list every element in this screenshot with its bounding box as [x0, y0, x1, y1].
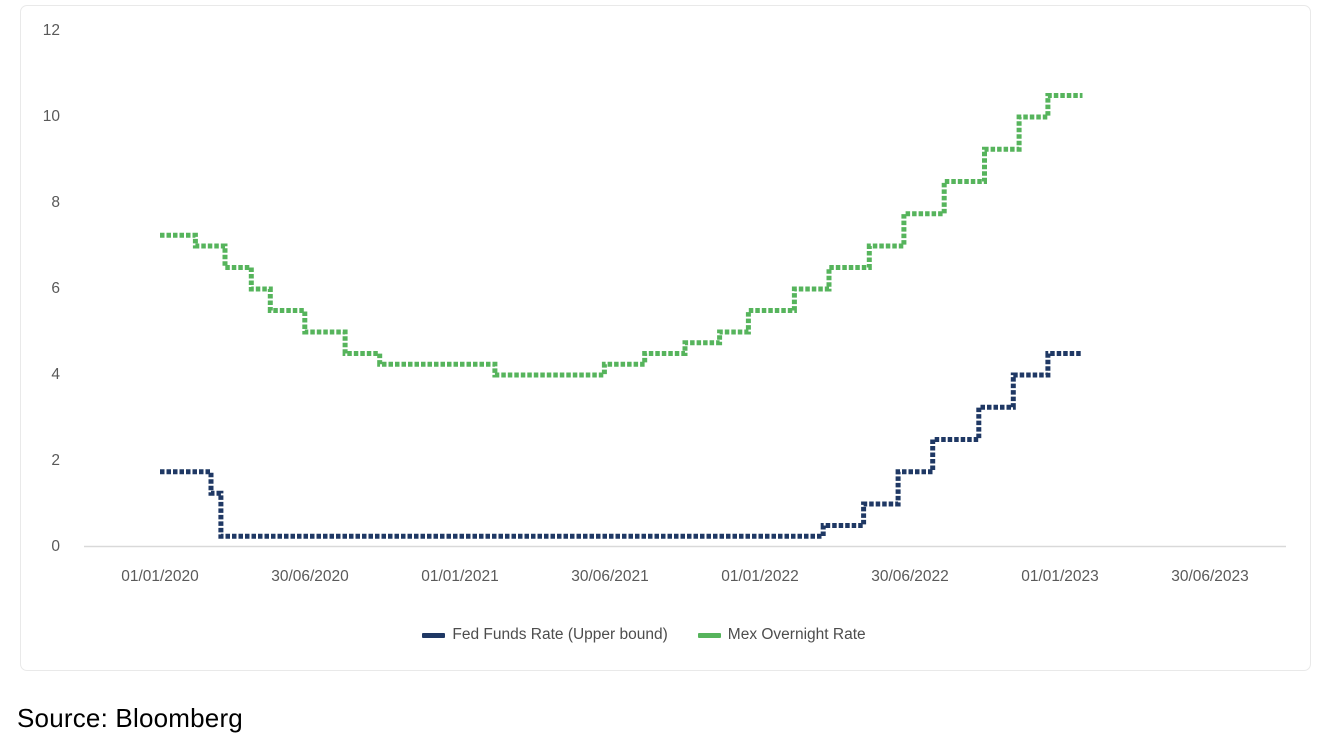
y-axis-tick-label: 2 — [51, 452, 60, 469]
legend-item-fed-funds-rate-upper-bound: Fed Funds Rate (Upper bound) — [422, 626, 668, 644]
y-axis-tick-label: 8 — [51, 194, 60, 211]
x-axis-tick-label: 30/06/2021 — [571, 568, 649, 585]
x-axis-tick-label: 01/01/2020 — [121, 568, 199, 585]
x-axis-tick-label: 01/01/2023 — [1021, 568, 1099, 585]
y-axis-tick-label: 12 — [42, 22, 60, 39]
x-axis-tick-label: 01/01/2021 — [421, 568, 499, 585]
x-axis-tick-label: 30/06/2022 — [871, 568, 949, 585]
source-note: Source: Bloomberg — [17, 703, 243, 733]
x-axis-tick-label: 30/06/2023 — [1171, 568, 1249, 585]
legend-line-marker — [422, 632, 446, 638]
legend-item-mex-overnight-rate: Mex Overnight Rate — [697, 626, 866, 644]
fed-funds-rate-upper-bound-series-line — [160, 351, 1083, 539]
legend-line-marker — [697, 632, 721, 638]
y-axis-tick-label: 10 — [42, 108, 60, 125]
chart-legend: Fed Funds Rate (Upper bound) Mex Overnigh… — [30, 626, 1258, 644]
legend-label: Fed Funds Rate (Upper bound) — [452, 626, 668, 643]
y-axis-tick-label: 6 — [51, 280, 60, 297]
mex-overnight-rate-series-line — [160, 93, 1083, 378]
y-axis-tick-label: 4 — [51, 366, 60, 383]
legend-label: Mex Overnight Rate — [727, 626, 866, 643]
y-axis-tick-label: 0 — [51, 538, 60, 555]
x-axis-tick-label: 01/01/2022 — [721, 568, 799, 585]
series-group — [160, 93, 1083, 539]
x-axis-tick-label: 30/06/2020 — [271, 568, 349, 585]
chart-panel — [20, 5, 1311, 671]
